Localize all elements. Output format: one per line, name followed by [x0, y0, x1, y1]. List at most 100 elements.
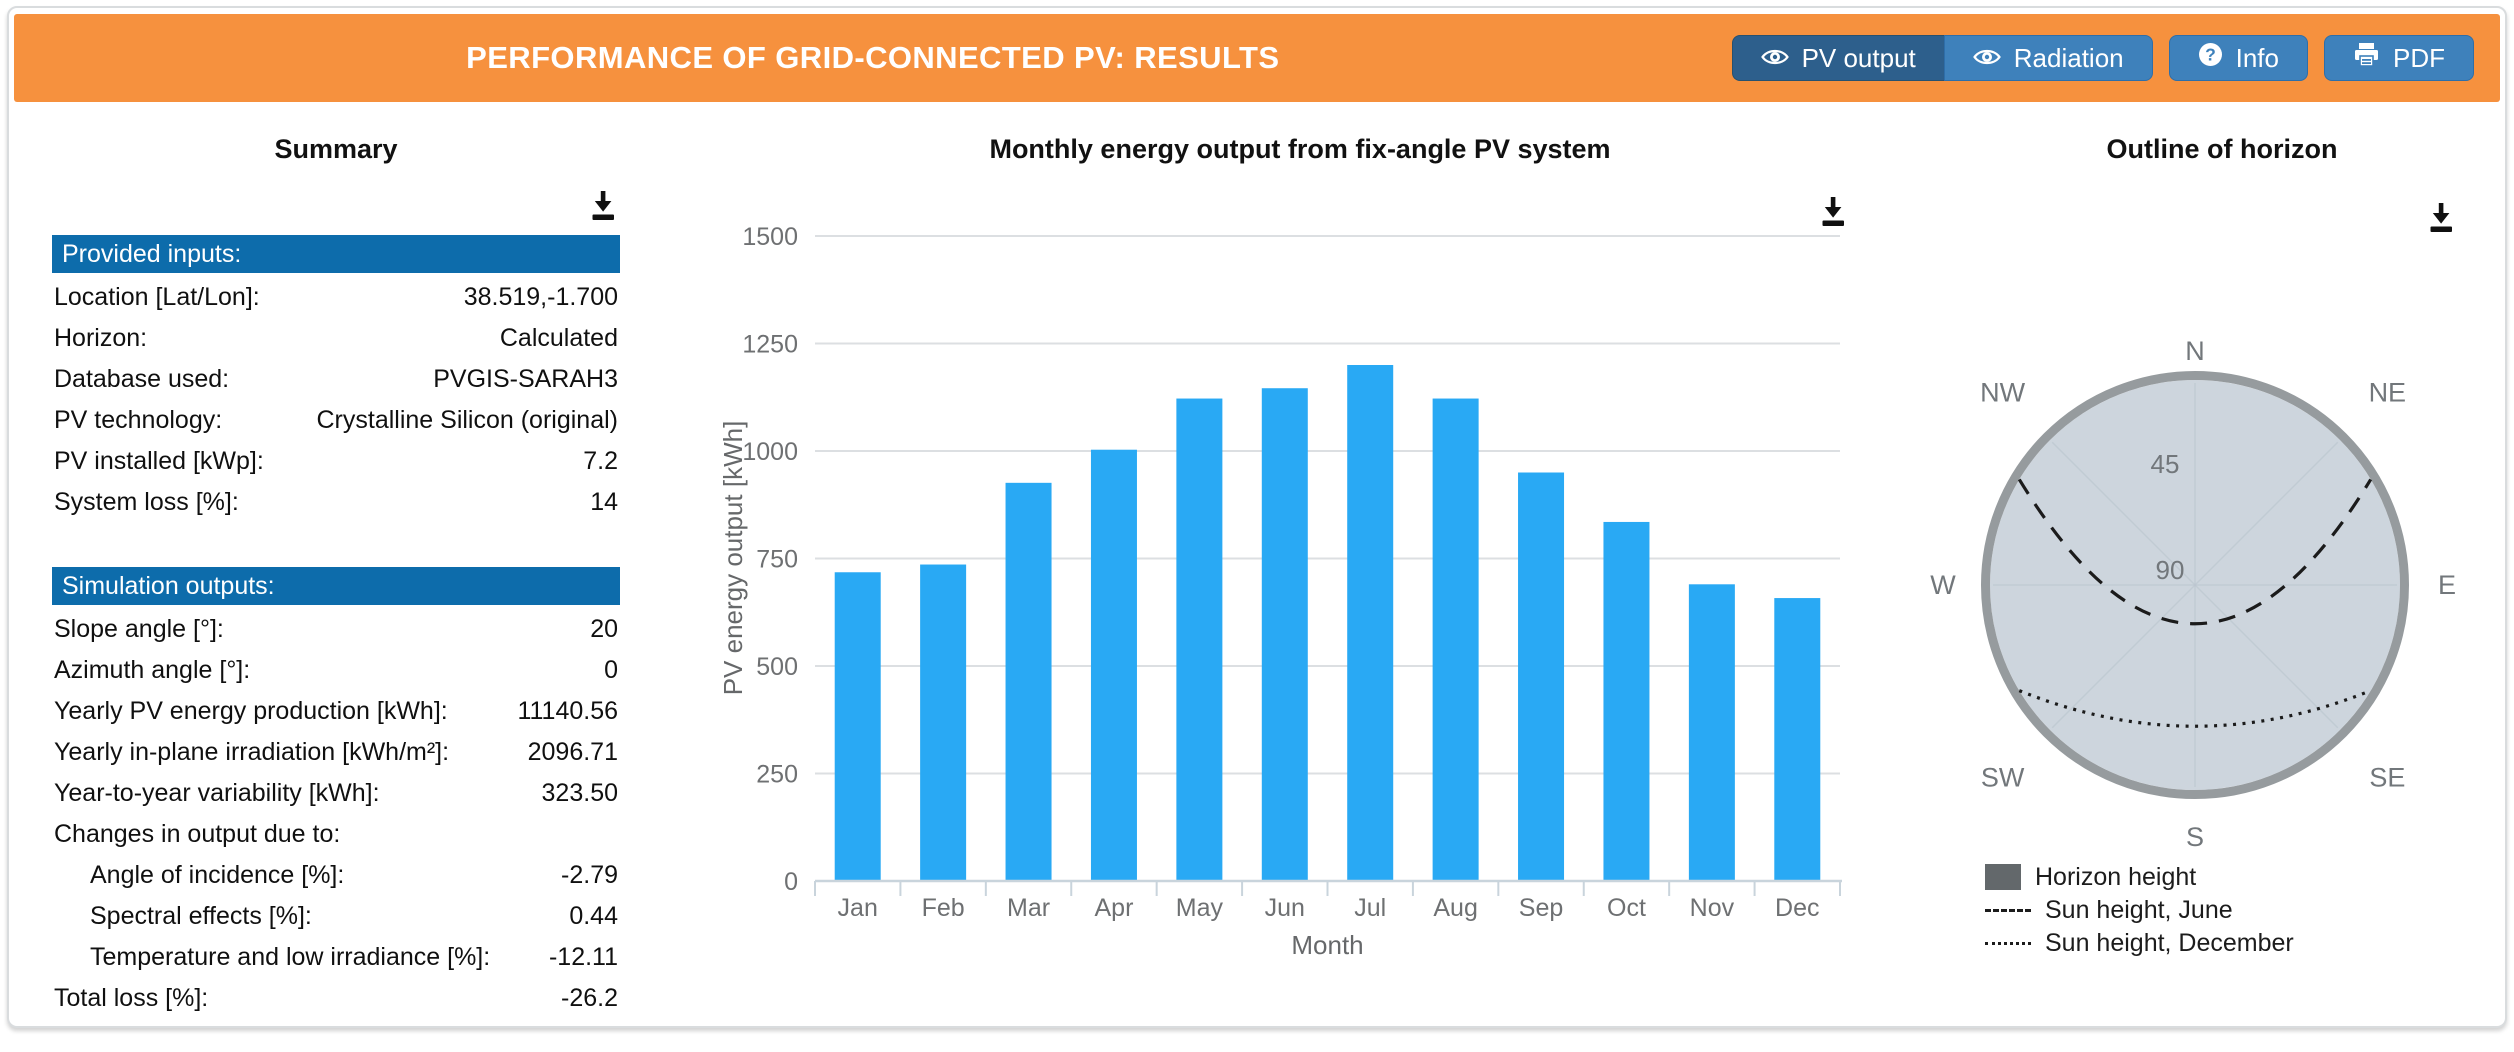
horizon-panel: 45 90 N NE E SE S SW W NW Outline of horizon Hori… [1930, 120, 2514, 1030]
horizon-chart: 45 90 N NE E SE S SW W NW [1930, 336, 2456, 852]
x-tick-label: Jan [838, 894, 878, 922]
x-tick-label: Dec [1775, 894, 1819, 922]
row-value: Crystalline Silicon (original) [316, 406, 619, 434]
download-arrow-glyph [1822, 197, 1844, 226]
download-icon[interactable] [1818, 196, 1848, 228]
row-value: 14 [590, 488, 618, 516]
summary-row: Temperature and low irradiance [%]: -12.1… [52, 937, 620, 978]
row-value: 2096.71 [527, 738, 618, 766]
bar-sep[interactable] [1518, 472, 1565, 882]
x-tick-label: Sep [1519, 894, 1563, 922]
elevation-label-45: 45 [2151, 449, 2180, 479]
summary-title: Summary [274, 134, 398, 164]
summary-row: Database used: PVGIS-SARAH3 [52, 359, 620, 400]
summary-row: PV installed [kWp]: 7.2 [52, 441, 620, 482]
summary-row: PV technology: Crystalline Silicon (origi… [52, 400, 620, 441]
section-header-simulation-outputs: Simulation outputs: [52, 567, 620, 605]
row-value: 323.50 [541, 779, 618, 807]
row-label: Yearly PV energy production [kWh]: [54, 697, 448, 725]
row-label: Year-to-year variability [kWh]: [54, 779, 380, 807]
summary-row: Azimuth angle [°]: 0 [52, 650, 620, 691]
bar-jun[interactable] [1261, 388, 1308, 881]
sun-path-december [2018, 689, 2372, 728]
section-header-provided-inputs: Provided inputs: [52, 235, 620, 273]
legend-label: Sun height, December [2045, 928, 2294, 957]
header-bar: PERFORMANCE OF GRID-CONNECTED PV: RESULT… [14, 14, 2500, 102]
row-label: Azimuth angle [°]: [54, 656, 251, 684]
question-icon: ? [2198, 42, 2223, 74]
header-actions: ? Info PDF [2168, 35, 2474, 81]
compass-label-e: E [2438, 570, 2456, 600]
bar-may[interactable] [1176, 398, 1223, 881]
row-value: 38.519,-1.700 [463, 283, 618, 311]
bar-oct[interactable] [1603, 521, 1650, 881]
header-button-radiation[interactable]: Radiation [1943, 35, 2153, 81]
x-tick-label: Jul [1354, 894, 1386, 922]
monthly-output-chart: 0 250 500 750 1000 1250 1500 Jan Feb Mar Apr May Jun… [718, 223, 1842, 960]
x-tick-label: Oct [1607, 894, 1646, 922]
bar-aug[interactable] [1432, 398, 1479, 881]
legend-item-sun-height-december: Sun height, December [1985, 928, 2294, 958]
bar-jul[interactable] [1347, 365, 1394, 881]
view-toggle-group: PV output Radiation [1731, 35, 2153, 81]
header-button-pdf[interactable]: PDF [2324, 35, 2474, 81]
summary-row: Yearly PV energy production [kWh]: 11140.… [52, 691, 620, 732]
summary-panel: Summary Provided inputs: Location [Lat/L… [52, 120, 620, 1020]
row-value: Calculated [499, 324, 618, 352]
row-label: Angle of incidence [%]: [90, 861, 345, 889]
y-tick-label: 500 [756, 653, 798, 681]
summary-row: Spectral effects [%]: 0.44 [52, 896, 620, 937]
bar-jan[interactable] [834, 572, 881, 881]
row-value: 11140.56 [517, 697, 618, 725]
row-label: Temperature and low irradiance [%]: [90, 943, 491, 971]
x-tick-label: Mar [1007, 894, 1050, 922]
elevation-label-90: 90 [2156, 555, 2185, 585]
radial-gridline [2051, 441, 2339, 729]
compass-label-sw: SW [1981, 762, 2025, 792]
legend-item-sun-height-june: Sun height, June [1985, 895, 2294, 925]
y-tick-label: 250 [756, 761, 798, 789]
download-icon[interactable] [2426, 202, 2456, 234]
bar-apr[interactable] [1090, 449, 1137, 881]
bar-dec[interactable] [1774, 598, 1821, 881]
legend-item-horizon-height: Horizon height [1985, 862, 2294, 892]
summary-table: Provided inputs: Location [Lat/Lon]: 38.5… [52, 235, 620, 1019]
y-axis-title: PV energy output [kWh] [718, 421, 748, 696]
x-tick-label: Jun [1265, 894, 1305, 922]
header-button-pv-output[interactable]: PV output [1731, 35, 1944, 81]
row-value: 0 [604, 656, 618, 684]
row-label: System loss [%]: [54, 488, 239, 516]
y-tick-label: 0 [784, 868, 798, 896]
summary-row: Location [Lat/Lon]: 38.519,-1.700 [52, 277, 620, 318]
header-button-info[interactable]: ? Info [2168, 35, 2308, 81]
legend-swatch [1985, 941, 2031, 945]
simulation-outputs-section: Simulation outputs: Slope angle [°]: 20 Az… [52, 567, 620, 1019]
y-tick-label: 750 [756, 546, 798, 574]
summary-row: Changes in output due to: [52, 814, 620, 855]
summary-row: System loss [%]: 14 [52, 482, 620, 523]
bar-mar[interactable] [1005, 482, 1052, 881]
provided-inputs-section: Provided inputs: Location [Lat/Lon]: 38.5… [52, 235, 620, 523]
summary-row: Yearly in-plane irradiation [kWh/m²]: 209… [52, 732, 620, 773]
bar-feb[interactable] [920, 564, 967, 881]
download-arrow-glyph [592, 191, 614, 220]
legend-swatch [1985, 864, 2021, 890]
legend-label: Sun height, June [2045, 895, 2233, 924]
row-label: Database used: [54, 365, 230, 393]
page-title: PERFORMANCE OF GRID-CONNECTED PV: RESULT… [466, 40, 1280, 75]
printer-icon [2353, 42, 2380, 74]
download-icon[interactable] [588, 190, 618, 222]
chart-title: Monthly energy output from fix-angle PV … [989, 134, 1611, 164]
bar-nov[interactable] [1688, 584, 1735, 881]
button-label: Radiation [2013, 42, 2124, 73]
compass-label-s: S [2186, 822, 2204, 852]
row-value: 20 [590, 615, 618, 643]
row-value: 0.44 [569, 902, 618, 930]
compass-label-se: SE [2369, 762, 2405, 792]
button-label: PDF [2393, 42, 2445, 73]
compass-label-ne: NE [2369, 378, 2407, 408]
x-tick-label: May [1176, 894, 1224, 922]
row-value: PVGIS-SARAH3 [433, 365, 618, 393]
x-axis-title: Month [1291, 930, 1363, 960]
summary-row: Horizon: Calculated [52, 318, 620, 359]
